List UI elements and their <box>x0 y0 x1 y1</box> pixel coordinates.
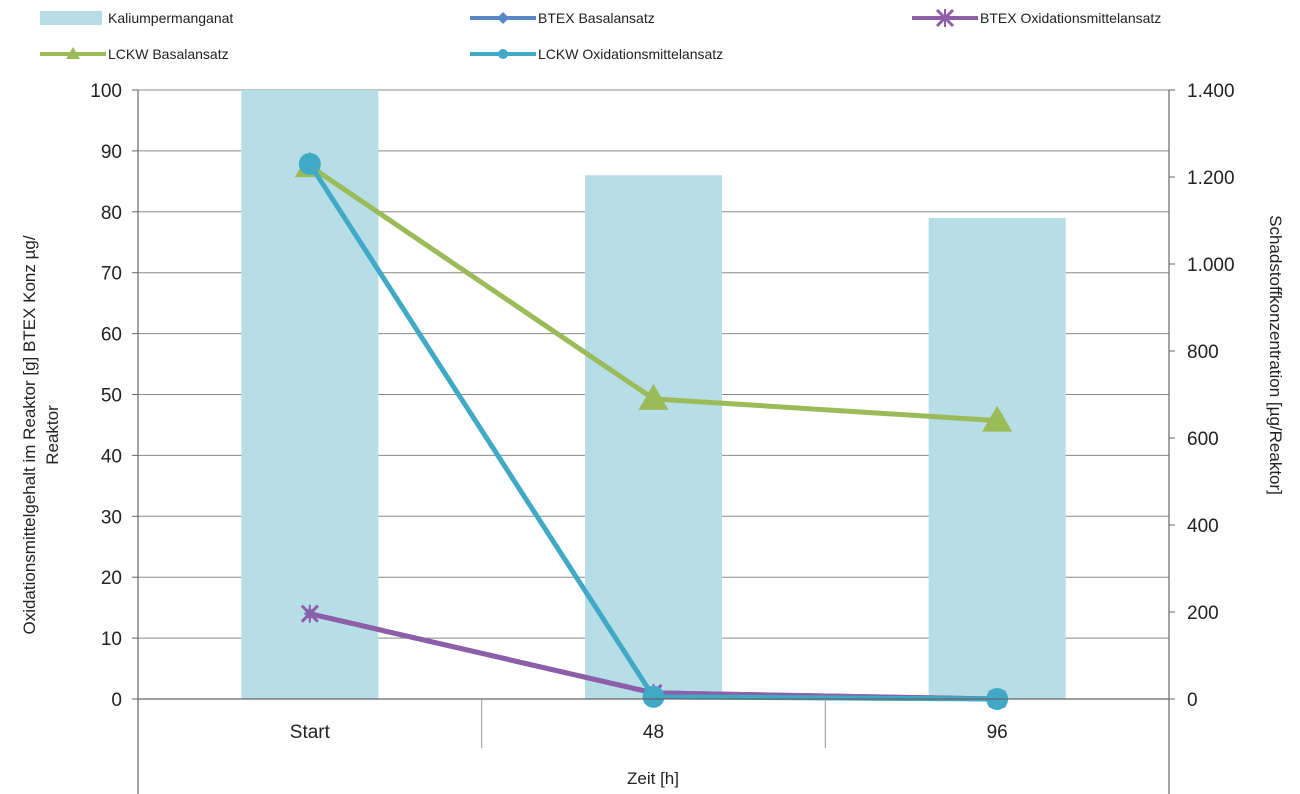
left-tick-label: 90 <box>101 142 122 163</box>
left-tick-label: 80 <box>101 203 122 224</box>
left-tick-label: 50 <box>101 386 122 407</box>
legend-label-lckw-oxidationsmittelansatz: LCKW Oxidationsmittelansatz <box>538 46 723 62</box>
point-btex-oxidationsmittelansatz <box>300 604 319 623</box>
bar-kaliumpermanganat <box>585 175 722 699</box>
left-tick-label: 40 <box>101 446 122 467</box>
left-axis-title-line1: Oxidationsmittelgehalt im Reaktor [g] BT… <box>20 235 39 634</box>
legend-label-btex-oxidationsmittelansatz: BTEX Oxidationsmittelansatz <box>980 10 1161 26</box>
left-tick-label: 100 <box>90 81 122 102</box>
left-tick-label: 30 <box>101 507 122 528</box>
right-tick-label: 1.000 <box>1187 255 1235 276</box>
left-tick-label: 0 <box>111 690 122 711</box>
point-lckw-basalansatz <box>638 383 669 410</box>
axes <box>132 89 1175 794</box>
point-lckw-oxidationsmittelansatz <box>642 685 665 708</box>
point-lckw-oxidationsmittelansatz <box>298 152 321 175</box>
legend-marker-btex-oxidationsmittelansatz <box>935 8 955 28</box>
right-tick-label: 600 <box>1187 429 1219 450</box>
left-tick-label: 70 <box>101 264 122 285</box>
x-tick-label: 48 <box>643 722 664 743</box>
right-tick-label: 200 <box>1187 603 1219 624</box>
x-tick-label: Start <box>290 722 331 743</box>
right-tick-label: 0 <box>1187 690 1198 711</box>
legend-label-kaliumpermanganat: Kaliumpermanganat <box>108 10 233 26</box>
legend-marker-lckw-oxidationsmittelansatz <box>498 49 508 59</box>
bar-kaliumpermanganat <box>928 217 1066 699</box>
tick-labels: 0 10 20 30 40 50 60 70 80 90 100 0 200 400 600 800 1.000… <box>90 81 1234 743</box>
x-tick-label: 96 <box>987 722 1008 743</box>
legend-swatch-kaliumpermanganat <box>40 11 102 25</box>
right-tick-label: 1.400 <box>1187 81 1235 102</box>
right-tick-label: 400 <box>1187 516 1219 537</box>
legend-marker-lckw-basalansatz <box>66 47 80 59</box>
legend-label-lckw-basalansatz: LCKW Basalansatz <box>108 46 229 62</box>
legend: Kaliumpermanganat BTEX Basalansatz BTEX Ox… <box>40 8 1161 62</box>
line-series <box>294 151 1013 710</box>
legend-marker-btex-basalansatz <box>497 12 509 24</box>
legend-label-btex-basalansatz: BTEX Basalansatz <box>538 10 655 26</box>
right-axis-title: Schadstoffkonzentration [µg/Reaktor] <box>1266 215 1285 495</box>
left-axis-title-line2: Reaktor <box>43 405 62 465</box>
bar-kaliumpermanganat <box>241 90 379 699</box>
right-tick-label: 1.200 <box>1187 168 1235 189</box>
point-lckw-basalansatz <box>982 405 1013 432</box>
right-tick-label: 800 <box>1187 342 1219 363</box>
left-tick-label: 20 <box>101 568 122 589</box>
left-tick-label: 60 <box>101 325 122 346</box>
x-axis-title: Zeit [h] <box>627 769 679 788</box>
bar-series <box>241 90 1066 699</box>
left-tick-label: 10 <box>101 629 122 650</box>
